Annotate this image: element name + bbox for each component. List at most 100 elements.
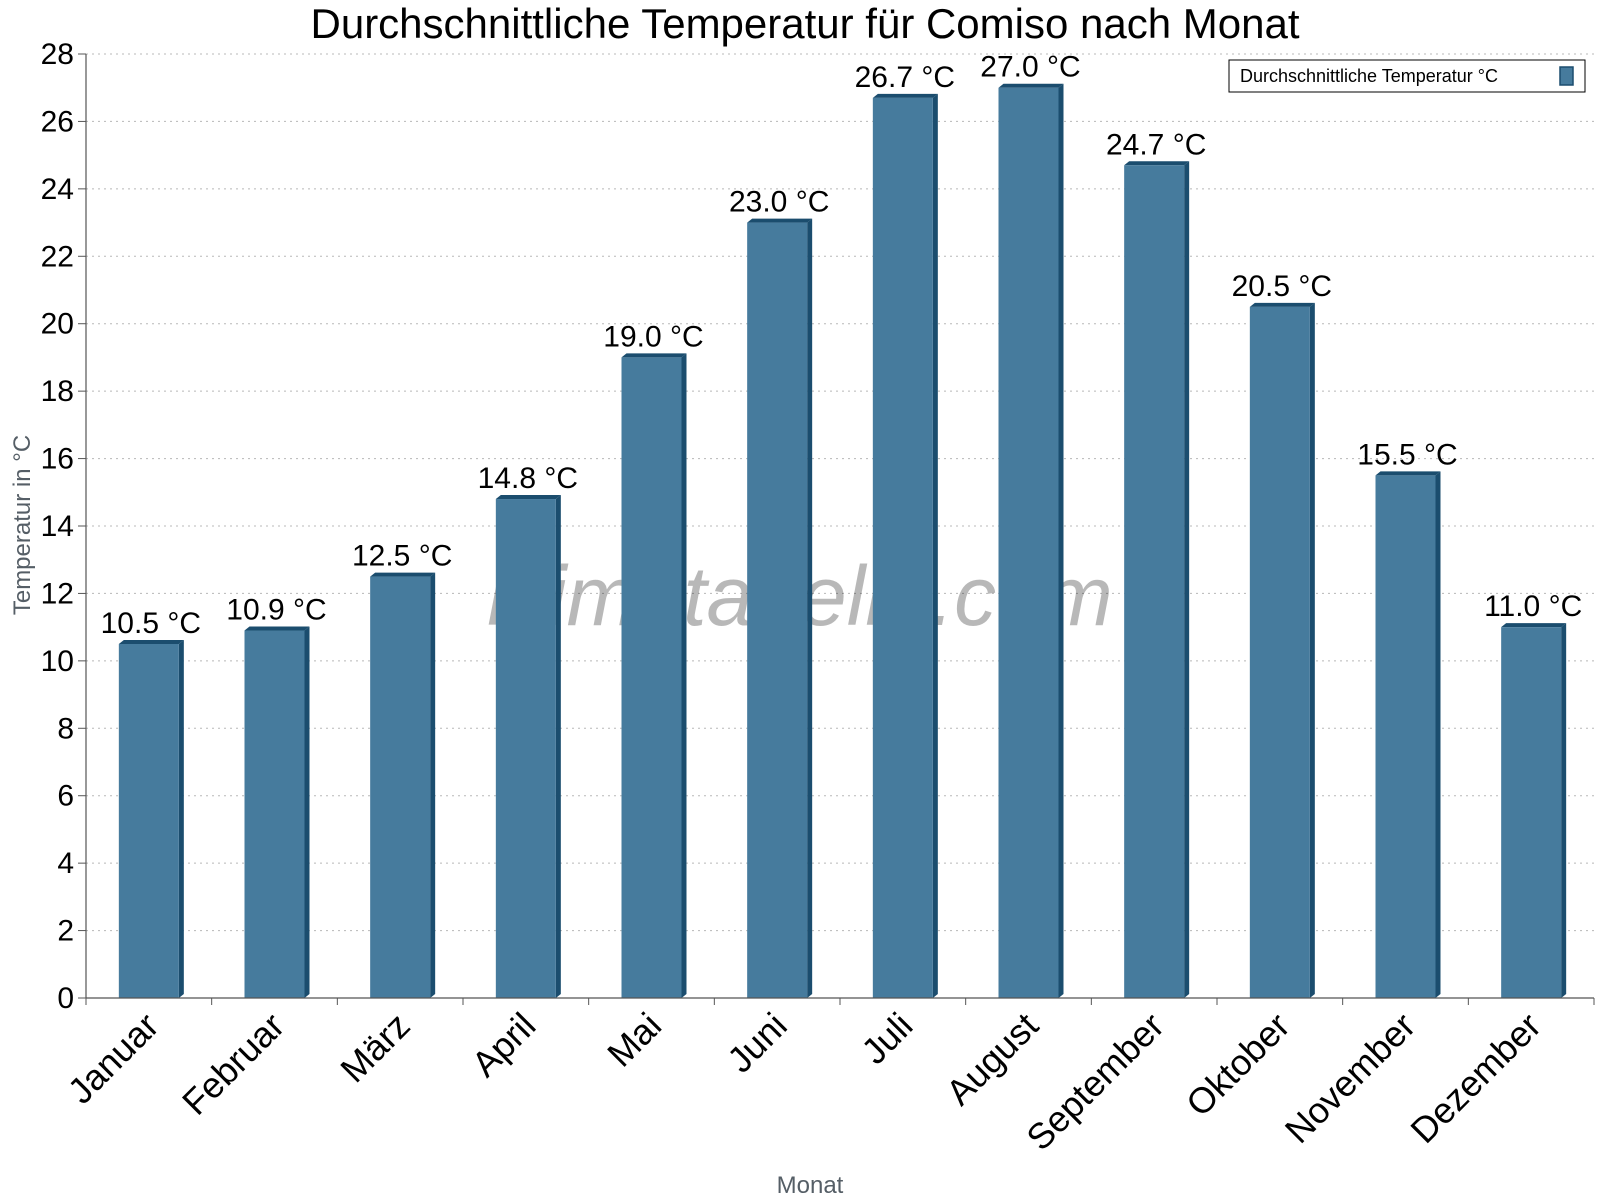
bar <box>621 353 687 998</box>
bar <box>1249 302 1315 998</box>
bar <box>244 626 310 998</box>
bar-side <box>304 626 310 998</box>
data-label: 10.9 °C <box>226 594 326 627</box>
bar <box>872 93 938 999</box>
bar-front <box>370 576 431 998</box>
bar-front <box>1249 306 1310 998</box>
y-tick-label: 8 <box>57 712 74 745</box>
data-labels: 10.5 °C 10.9 °C 12.5 °C 14.8 °C 19.0 °C 23.0 … <box>101 51 1583 640</box>
bar <box>370 572 436 998</box>
bar-top <box>495 495 561 500</box>
y-tick-label: 4 <box>57 847 74 880</box>
data-label: 11.0 °C <box>1484 590 1582 623</box>
bar-front <box>998 87 1059 998</box>
y-tick-label: 6 <box>57 780 74 813</box>
bar <box>747 218 813 999</box>
y-tick-label: 0 <box>57 982 74 1015</box>
bar-side <box>1561 623 1567 998</box>
x-axis-title: Monat <box>777 1172 844 1199</box>
bar-top <box>872 93 938 98</box>
bar-top <box>1375 471 1441 476</box>
y-tick-label: 22 <box>41 240 74 273</box>
x-tick-label: Juli <box>853 1005 920 1072</box>
x-tick-label: Januar <box>60 1005 167 1112</box>
bar <box>118 640 184 998</box>
data-label: 24.7 °C <box>1106 128 1206 161</box>
y-tick-label: 20 <box>41 308 74 341</box>
y-tick-label: 10 <box>41 645 74 678</box>
bar-front <box>1124 165 1185 998</box>
legend-label: Durchschnittliche Temperatur °C <box>1240 66 1498 86</box>
bar-top <box>118 640 184 644</box>
bar-side <box>178 640 184 998</box>
legend-box <box>1228 59 1586 93</box>
bar-front <box>244 630 305 998</box>
data-label: 19.0 °C <box>603 320 703 353</box>
x-tick-label: September <box>1018 1005 1172 1159</box>
bar-top <box>1124 161 1190 166</box>
data-label: 10.5 °C <box>101 607 201 640</box>
data-label: 14.8 °C <box>478 462 578 495</box>
bar-front <box>495 499 556 998</box>
bars <box>118 83 1567 999</box>
x-tick-label: März <box>332 1005 418 1091</box>
bar-side <box>1435 471 1441 998</box>
x-tick-label: Oktober <box>1178 1005 1298 1125</box>
y-tick-label: 16 <box>41 443 74 476</box>
bar-side <box>1309 302 1315 998</box>
bar-front <box>872 97 933 999</box>
legend: Durchschnittliche Temperatur °C <box>1228 59 1586 93</box>
bar-side <box>807 218 813 999</box>
y-tick-label: 24 <box>41 173 74 206</box>
bar-front <box>1375 475 1436 998</box>
bar-side <box>932 93 938 999</box>
bar <box>1501 623 1567 998</box>
bar-front <box>1501 627 1562 998</box>
bar-top <box>998 83 1064 88</box>
data-label: 27.0 °C <box>980 51 1080 84</box>
x-tick-label: Februar <box>174 1005 292 1123</box>
data-label: 12.5 °C <box>352 540 452 573</box>
x-tick-label: April <box>464 1005 544 1085</box>
data-label: 23.0 °C <box>729 186 829 219</box>
y-tick-label: 28 <box>41 38 74 71</box>
bar-top <box>747 218 813 223</box>
y-tick-label: 26 <box>41 105 74 138</box>
gridlines <box>86 53 1594 932</box>
bar-side <box>1058 83 1064 998</box>
y-axis-title: Temperatur in °C <box>9 435 36 615</box>
bar-front <box>621 357 682 998</box>
bar <box>1375 471 1441 998</box>
x-tick-label: Mai <box>599 1005 669 1075</box>
y-tick-label: 18 <box>41 375 74 408</box>
bar-front <box>747 222 808 999</box>
bar-top <box>621 353 687 358</box>
bar <box>998 83 1064 998</box>
bar-top <box>244 626 310 631</box>
data-label: 15.5 °C <box>1357 438 1457 471</box>
x-tick-label: Juni <box>719 1005 795 1081</box>
x-tick-label: August <box>938 1005 1046 1113</box>
bar-top <box>1249 302 1315 307</box>
bar-side <box>555 495 561 998</box>
y-tick-label: 14 <box>41 510 74 543</box>
data-label: 26.7 °C <box>855 61 955 94</box>
x-tick-label: November <box>1277 1005 1423 1151</box>
bar-top <box>1501 623 1567 628</box>
bar-side <box>1184 161 1190 998</box>
legend-swatch <box>1559 66 1574 86</box>
y-tick-label: 12 <box>41 577 74 610</box>
bar-front <box>118 644 179 998</box>
axes <box>85 54 1594 999</box>
bar-top <box>370 572 436 577</box>
bar-side <box>681 353 687 998</box>
x-axis-ticks: Januar Februar März April Mai Juni Juli AugustS… <box>60 998 1595 1159</box>
bar-side <box>430 572 436 998</box>
x-tick-label: Dezember <box>1402 1005 1548 1151</box>
bar <box>495 495 561 998</box>
bar <box>1124 161 1190 998</box>
y-tick-label: 2 <box>57 915 74 948</box>
chart-title: Durchschnittliche Temperatur für Comiso … <box>311 0 1300 47</box>
